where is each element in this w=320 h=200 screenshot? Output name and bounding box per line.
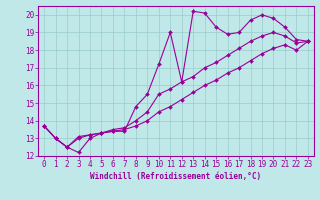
X-axis label: Windchill (Refroidissement éolien,°C): Windchill (Refroidissement éolien,°C)	[91, 172, 261, 181]
